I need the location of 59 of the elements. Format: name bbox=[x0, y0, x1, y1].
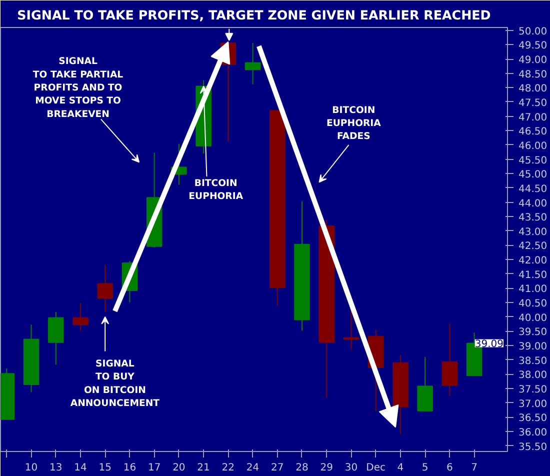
x-tick-label: 13 bbox=[50, 462, 62, 474]
x-tick-label: 17 bbox=[148, 462, 161, 474]
y-tick-label: 36.00 bbox=[518, 427, 548, 438]
x-tick-label: 15 bbox=[98, 462, 112, 474]
candlestick bbox=[97, 264, 113, 312]
y-tick-label: 39.50 bbox=[518, 327, 548, 338]
y-tick-label: 40.00 bbox=[518, 312, 548, 324]
x-tick-label: 29 bbox=[320, 462, 333, 474]
y-tick-label: 45.00 bbox=[518, 170, 548, 181]
y-tick-label: 41.00 bbox=[518, 284, 548, 296]
y-tick-label: 49.50 bbox=[518, 40, 548, 52]
chart-title: SIGNAL TO TAKE PROFITS, TARGET ZONE GIVEN EARLIER REACHED bbox=[17, 8, 491, 22]
x-tick-label: 24 bbox=[246, 462, 260, 474]
x-tick-label: 10 bbox=[24, 462, 38, 474]
y-tick-label: 43.50 bbox=[518, 212, 548, 224]
y-tick-label: 35.50 bbox=[518, 442, 548, 453]
x-tick-label: 6 bbox=[446, 462, 453, 474]
x-tick-label: 7 bbox=[471, 462, 478, 474]
y-tick-label: 46.50 bbox=[518, 126, 548, 138]
x-tick-label: 27 bbox=[271, 462, 284, 474]
y-tick-label: 47.00 bbox=[518, 112, 548, 124]
y-tick-label: 43.00 bbox=[518, 226, 548, 238]
x-tick-label: 22 bbox=[222, 462, 235, 474]
y-tick-label: 37.00 bbox=[518, 398, 548, 410]
y-tick-label: 47.50 bbox=[518, 98, 548, 109]
x-tick-label: 4 bbox=[397, 462, 404, 474]
y-tick-label: 45.50 bbox=[518, 155, 548, 166]
y-tick-label: 42.00 bbox=[518, 256, 548, 267]
annotation: BITCOIN EUPHORIA bbox=[188, 178, 244, 202]
y-tick-label: 40.50 bbox=[518, 298, 548, 310]
y-tick-label: 48.00 bbox=[518, 84, 548, 95]
x-tick-label: 21 bbox=[197, 462, 210, 474]
y-tick-label: 41.50 bbox=[518, 270, 548, 281]
y-tick-label: 49.00 bbox=[518, 55, 548, 66]
candlestick bbox=[72, 302, 88, 332]
x-tick-label: 14 bbox=[74, 462, 87, 474]
x-tick-label: 30 bbox=[344, 462, 358, 474]
y-tick-label: 37.50 bbox=[518, 384, 548, 396]
x-tick-label: Dec bbox=[366, 462, 386, 474]
x-tick-label: 28 bbox=[296, 462, 308, 474]
y-tick-label: 46.00 bbox=[518, 140, 548, 152]
y-tick-label: 42.50 bbox=[518, 241, 548, 252]
y-tick-label: 44.50 bbox=[518, 184, 548, 195]
y-tick-label: 44.00 bbox=[518, 198, 548, 210]
candlestick bbox=[244, 42, 261, 85]
y-tick-label: 48.50 bbox=[518, 69, 548, 80]
candlestick bbox=[442, 323, 458, 396]
x-tick-label: 5 bbox=[422, 462, 428, 474]
annotation: SIGNAL TO BUY ON BITCOIN ANNOUNCEMENT bbox=[70, 358, 160, 409]
y-tick-label: 36.50 bbox=[518, 413, 548, 424]
x-tick-label: 20 bbox=[172, 462, 186, 474]
y-tick-label: 39.00 bbox=[518, 342, 548, 352]
y-tick-label: 38.50 bbox=[518, 356, 548, 367]
annotation: SIGNAL TO TAKE PARTIAL PROFITS AND TO MOVE STOPS TO BREAKEVEN bbox=[32, 56, 124, 120]
y-tick-label: 38.00 bbox=[518, 370, 548, 382]
annotation: 39.09 bbox=[474, 339, 504, 350]
x-tick-label: 16 bbox=[123, 462, 136, 474]
y-tick-label: 50.00 bbox=[518, 26, 548, 38]
annotation: BITCOIN EUPHORIA FADES bbox=[326, 104, 382, 142]
